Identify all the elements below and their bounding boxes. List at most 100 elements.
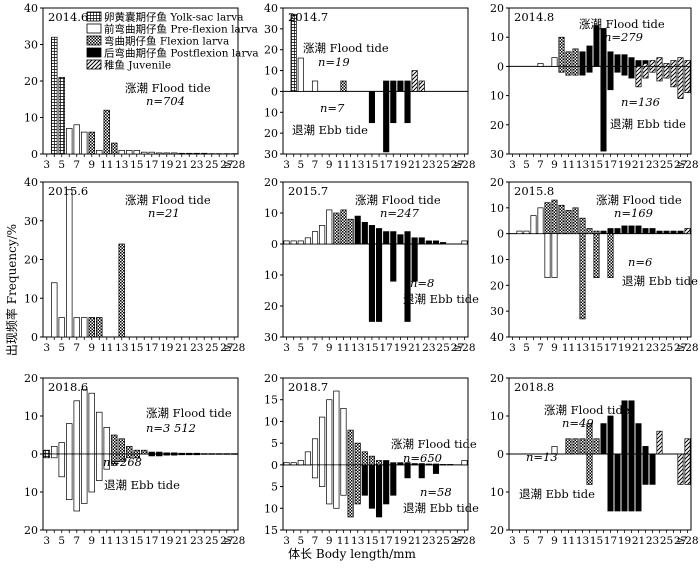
legend-label-yolk: 卵黄囊期仔鱼 Yolk-sac larva bbox=[104, 11, 243, 24]
bar-flood-pre-18 bbox=[156, 152, 163, 155]
ebb-n-label: n=7 bbox=[320, 101, 345, 115]
x-tick-label: 9 bbox=[326, 535, 333, 547]
flood-tide-label: 涨潮 Flood tide bbox=[579, 17, 665, 31]
x-tick-label: ≥28 bbox=[223, 159, 245, 171]
bar-flood-post-21 bbox=[635, 60, 642, 67]
x-tick-label: 17 bbox=[145, 535, 158, 547]
x-tick-label: 21 bbox=[408, 535, 421, 547]
bar-flood-pre-7 bbox=[311, 80, 319, 92]
y-tick-label: 10 bbox=[264, 65, 278, 78]
x-tick-label: 23 bbox=[190, 535, 203, 547]
x-tick-label: 17 bbox=[604, 159, 617, 171]
bar-flood-post-19 bbox=[397, 234, 404, 245]
flood-tide-label: 涨潮 Flood tide bbox=[146, 406, 232, 420]
bar-flood-flex-11 bbox=[103, 109, 110, 155]
y-tick-label: 0 bbox=[497, 448, 504, 461]
plot-frame bbox=[508, 7, 692, 155]
y-tick-label: 30 bbox=[264, 23, 278, 36]
y-tick-label: 40 bbox=[24, 2, 38, 15]
flood-n-label: n=650 bbox=[403, 451, 442, 465]
legend-swatch-juv bbox=[86, 59, 102, 70]
x-tick-label: 5 bbox=[58, 159, 65, 171]
x-tick-label: 3 bbox=[509, 535, 516, 547]
bar-flood-pre-11 bbox=[340, 408, 347, 466]
bar-flood-post-24 bbox=[432, 240, 440, 245]
panel-title: 2015.6 bbox=[48, 184, 88, 198]
x-tick-label: 27 bbox=[220, 342, 233, 354]
x-tick-label: 11 bbox=[562, 535, 575, 547]
bar-ebb-pre-8 bbox=[81, 453, 88, 504]
ebb-n-label: n=13 bbox=[526, 450, 558, 464]
flood-tide-label: 涨潮 Flood tide bbox=[355, 193, 441, 207]
x-tick-label: 17 bbox=[145, 159, 158, 171]
bar-flood-juv-26 bbox=[670, 60, 677, 67]
bar-ebb-post-18 bbox=[614, 66, 621, 73]
x-tick-label: 27 bbox=[674, 535, 687, 547]
bar-ebb-post-20 bbox=[404, 243, 411, 322]
x-tick-label: 11 bbox=[337, 159, 350, 171]
bar-flood-post-17 bbox=[607, 415, 614, 455]
x-tick-label: 25 bbox=[436, 535, 449, 547]
bar-flood-pre-10 bbox=[333, 390, 340, 466]
x-tick-label: 21 bbox=[632, 535, 645, 547]
bar-flood-post-13 bbox=[354, 215, 361, 245]
flood-tide-label: 涨潮 Flood tide bbox=[391, 437, 477, 451]
bar-ebb-flex-17 bbox=[607, 233, 614, 278]
x-tick-label: 15 bbox=[590, 342, 603, 354]
x-tick-label: 11 bbox=[100, 342, 113, 354]
bar-ebb-pre-7 bbox=[311, 464, 319, 479]
ebb-n-label: n=6 bbox=[628, 255, 652, 269]
bar-flood-post-21 bbox=[411, 463, 418, 466]
bar-flood-post-15 bbox=[593, 25, 600, 67]
bar-flood-post-27 bbox=[677, 230, 684, 235]
x-tick-label: 25 bbox=[660, 342, 673, 354]
bar-flood-juv-21 bbox=[411, 70, 418, 92]
panel-2015.6: 0 10 20 30 40 3 5 7 9 11 13 15 17 19 21 23 25 27≥28 2015.6… bbox=[24, 176, 245, 354]
bar-flood-pre-6 bbox=[66, 189, 73, 338]
bar-flood-juv-28 bbox=[684, 228, 691, 235]
bar-ebb-flex-13 bbox=[579, 233, 586, 320]
bar-flood-pre-4 bbox=[290, 240, 297, 245]
x-tick-label: 13 bbox=[115, 342, 128, 354]
bar-flood-post-19 bbox=[397, 462, 404, 466]
x-tick-label: 23 bbox=[422, 159, 435, 171]
x-tick-label: 5 bbox=[297, 535, 304, 547]
x-tick-label: 9 bbox=[551, 159, 558, 171]
bar-ebb-post-18 bbox=[390, 464, 397, 496]
y-tick-label: 10 bbox=[264, 207, 278, 220]
y-tick-label: 10 bbox=[490, 202, 504, 215]
flood-tide-label: 涨潮 Flood tide bbox=[125, 193, 211, 207]
bar-flood-post-16 bbox=[600, 423, 607, 455]
bar-ebb-pre-7 bbox=[73, 453, 80, 512]
x-tick-label: 13 bbox=[576, 535, 589, 547]
x-tick-label: 3 bbox=[509, 342, 516, 354]
bar-ebb-yolk-3 bbox=[43, 453, 50, 459]
x-tick-label: 17 bbox=[145, 342, 158, 354]
bar-ebb-post-16 bbox=[376, 243, 383, 322]
bar-ebb-post-18 bbox=[156, 453, 163, 457]
x-tick-label: 19 bbox=[394, 159, 407, 171]
bar-ebb-flex-15 bbox=[593, 233, 600, 278]
bar-flood-post-18 bbox=[614, 228, 621, 235]
bar-ebb-pre-5 bbox=[58, 453, 65, 478]
bar-flood-pre-20 bbox=[171, 152, 178, 155]
ebb-tide-label: 退潮 Ebb tide bbox=[292, 123, 368, 137]
bar-flood-juv-25 bbox=[663, 63, 670, 67]
x-tick-label: 13 bbox=[115, 535, 128, 547]
y-tick-label: 0 bbox=[271, 85, 278, 98]
x-tick-label: 23 bbox=[422, 342, 435, 354]
x-tick-label: 17 bbox=[379, 342, 392, 354]
y-tick-label: 20 bbox=[24, 524, 38, 537]
y-tick-label: 15 bbox=[264, 394, 278, 407]
x-tick-label: 3 bbox=[283, 535, 290, 547]
bar-flood-post-20 bbox=[404, 80, 411, 92]
x-tick-label: 7 bbox=[537, 342, 544, 354]
flood-tide-label: 涨潮 Flood tide bbox=[303, 41, 389, 55]
x-tick-label: 13 bbox=[115, 159, 128, 171]
bar-flood-pre-7 bbox=[537, 207, 544, 235]
flood-tide-label: 涨潮 Flood tide bbox=[544, 403, 630, 417]
x-tick-label: 7 bbox=[537, 159, 544, 171]
x-tick-label: 3 bbox=[43, 535, 50, 547]
x-tick-label: 7 bbox=[73, 159, 80, 171]
